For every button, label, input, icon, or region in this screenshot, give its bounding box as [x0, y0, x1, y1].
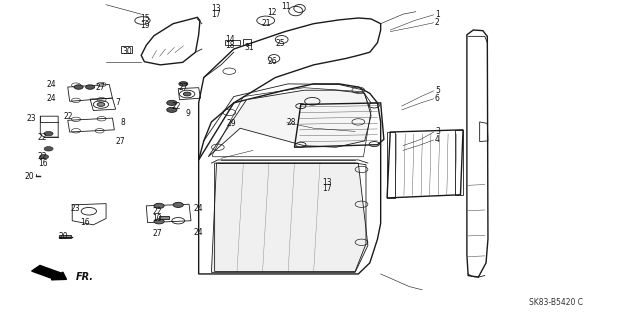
- Circle shape: [44, 131, 53, 136]
- Circle shape: [167, 107, 177, 112]
- Text: 25: 25: [275, 39, 285, 48]
- Text: 27: 27: [153, 229, 163, 238]
- Text: 27: 27: [178, 83, 188, 92]
- Circle shape: [40, 154, 49, 159]
- Text: 27: 27: [95, 83, 105, 92]
- Text: 31: 31: [244, 43, 254, 52]
- Text: 22: 22: [172, 102, 181, 111]
- Bar: [159, 216, 169, 219]
- Text: 8: 8: [121, 118, 125, 127]
- Text: 21: 21: [261, 19, 271, 28]
- Text: 2: 2: [435, 18, 440, 26]
- Circle shape: [167, 100, 177, 105]
- Polygon shape: [211, 163, 368, 272]
- Bar: [60, 235, 71, 239]
- Text: 23: 23: [26, 114, 36, 123]
- Text: 20: 20: [25, 172, 35, 181]
- Circle shape: [154, 219, 164, 224]
- Bar: [243, 39, 251, 45]
- Text: 13: 13: [211, 4, 221, 13]
- Circle shape: [179, 82, 188, 86]
- Text: 27: 27: [116, 137, 125, 146]
- Text: 24: 24: [193, 204, 203, 212]
- Text: 11: 11: [282, 2, 291, 11]
- Text: 17: 17: [211, 10, 221, 19]
- Text: 1: 1: [435, 10, 440, 19]
- Text: 22: 22: [63, 112, 73, 121]
- Text: 22: 22: [153, 207, 162, 216]
- Text: 16: 16: [38, 159, 47, 168]
- Text: 12: 12: [268, 8, 277, 17]
- Text: 30: 30: [122, 47, 132, 56]
- Text: FR.: FR.: [76, 272, 94, 282]
- Text: 26: 26: [268, 56, 277, 66]
- Polygon shape: [208, 90, 371, 157]
- Text: 15: 15: [140, 14, 150, 23]
- Bar: [225, 40, 239, 45]
- Text: 4: 4: [435, 135, 440, 144]
- Circle shape: [44, 147, 53, 151]
- Circle shape: [183, 92, 191, 96]
- Text: 23: 23: [71, 204, 81, 212]
- Text: SK83-B5420 C: SK83-B5420 C: [529, 298, 583, 307]
- Text: 29: 29: [227, 119, 236, 128]
- Circle shape: [97, 103, 105, 106]
- Text: 3: 3: [435, 127, 440, 136]
- Text: 17: 17: [323, 184, 332, 193]
- Text: 22: 22: [38, 133, 47, 142]
- Text: 16: 16: [80, 218, 90, 227]
- Text: 28: 28: [287, 118, 296, 127]
- Text: 19: 19: [140, 21, 150, 30]
- Bar: [121, 47, 132, 53]
- FancyArrow shape: [31, 265, 67, 280]
- Text: 18: 18: [225, 41, 235, 50]
- Text: 22: 22: [38, 152, 47, 161]
- Text: 14: 14: [225, 35, 235, 44]
- Text: 20: 20: [58, 232, 68, 241]
- Text: 5: 5: [435, 86, 440, 95]
- Circle shape: [154, 203, 164, 208]
- Text: 7: 7: [116, 98, 120, 108]
- Text: 9: 9: [186, 108, 191, 117]
- Circle shape: [86, 85, 95, 89]
- Text: 6: 6: [435, 94, 440, 103]
- Text: 10: 10: [153, 214, 163, 223]
- Circle shape: [173, 202, 183, 207]
- Text: 13: 13: [323, 178, 332, 187]
- Text: 24: 24: [47, 80, 56, 89]
- Text: 24: 24: [47, 94, 56, 103]
- Text: 24: 24: [193, 228, 203, 237]
- Circle shape: [74, 85, 83, 89]
